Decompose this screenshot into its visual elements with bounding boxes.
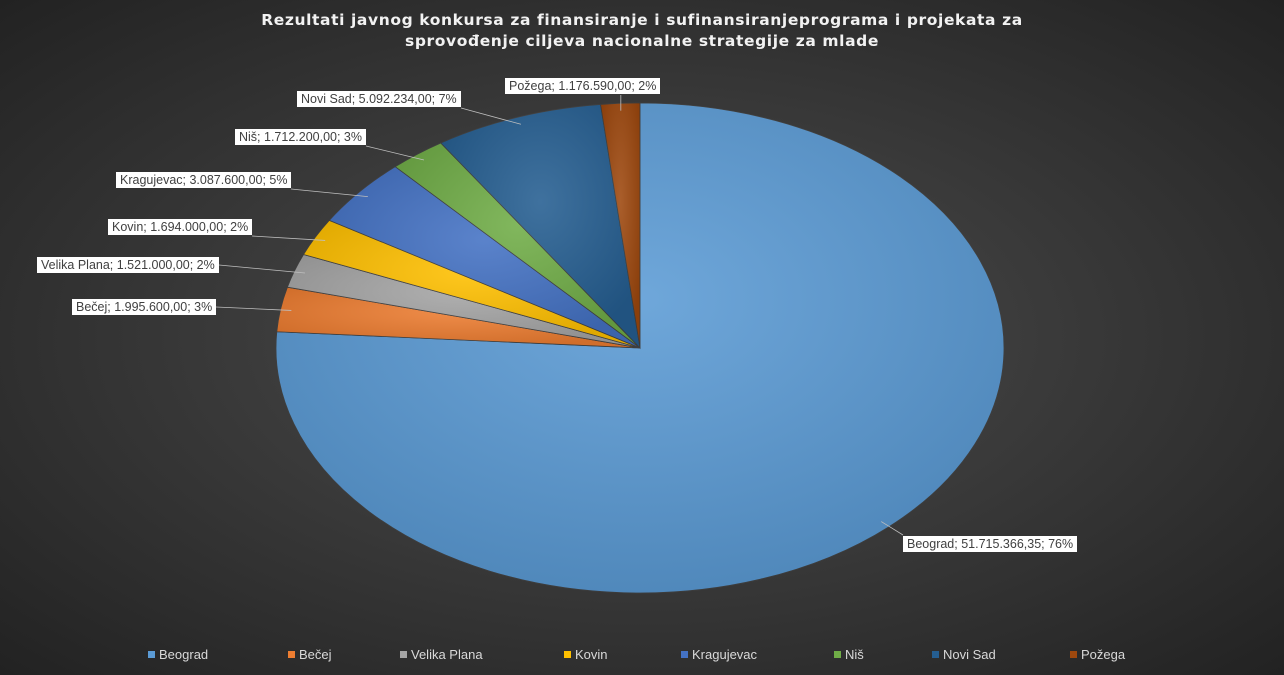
chart-title-line-1: Rezultati javnog konkursa za finansiranj… xyxy=(261,11,1023,29)
legend-item: Niš xyxy=(834,647,864,662)
data-label: Velika Plana; 1.521.000,00; 2% xyxy=(37,257,219,273)
chart-title: Rezultati javnog konkursa za finansiranj… xyxy=(0,10,1284,52)
legend-label: Kovin xyxy=(575,647,608,662)
legend-swatch xyxy=(681,651,688,658)
slice-shading xyxy=(440,104,640,348)
legend-swatch xyxy=(400,651,407,658)
legend-label: Bečej xyxy=(299,647,332,662)
legend-label: Velika Plana xyxy=(411,647,483,662)
legend-label: Kragujevac xyxy=(692,647,758,662)
data-label: Bečej; 1.995.600,00; 3% xyxy=(72,299,217,315)
legend-label: Požega xyxy=(1081,647,1126,662)
slice-shading xyxy=(329,166,640,348)
data-label: Kovin; 1.694.000,00; 2% xyxy=(108,219,253,235)
legend-item: Kragujevac xyxy=(681,647,757,662)
legend-swatch xyxy=(288,651,295,658)
leader-line xyxy=(365,145,425,161)
legend-item: Bečej xyxy=(288,647,332,662)
legend-item: Kovin xyxy=(564,647,608,662)
data-label: Beograd; 51.715.366,35; 76% xyxy=(903,536,1078,552)
legend-item: Požega xyxy=(1070,647,1125,662)
legend-item: Novi Sad xyxy=(932,647,996,662)
slice-shading xyxy=(276,287,640,348)
legend-label: Beograd xyxy=(159,647,209,662)
data-label: Kragujevac; 3.087.600,00; 5% xyxy=(116,172,292,188)
legend-label: Novi Sad xyxy=(943,647,996,662)
data-label: Požega; 1.176.590,00; 2% xyxy=(505,78,661,94)
legend-swatch xyxy=(1070,651,1077,658)
legend-swatch xyxy=(564,651,571,658)
legend-item: Beograd xyxy=(148,647,208,662)
leader-line xyxy=(460,107,522,125)
legend-label: Niš xyxy=(845,647,864,662)
slice-shading xyxy=(303,220,640,348)
legend-swatch xyxy=(148,651,155,658)
leader-line xyxy=(881,521,904,536)
leader-line xyxy=(251,235,326,241)
slice-shading xyxy=(287,254,640,348)
leader-line xyxy=(218,264,306,274)
legend-item: Velika Plana xyxy=(400,647,483,662)
leader-line xyxy=(290,188,368,198)
slice-shading xyxy=(395,142,640,348)
data-label: Niš; 1.712.200,00; 3% xyxy=(235,129,366,145)
leader-line xyxy=(215,306,292,311)
data-label: Novi Sad; 5.092.234,00; 7% xyxy=(297,91,461,107)
legend-swatch xyxy=(932,651,939,658)
chart-title-line-2: sprovođenje ciljeva nacionalne strategij… xyxy=(405,32,879,50)
legend-swatch xyxy=(834,651,841,658)
slice-shading xyxy=(600,103,640,348)
